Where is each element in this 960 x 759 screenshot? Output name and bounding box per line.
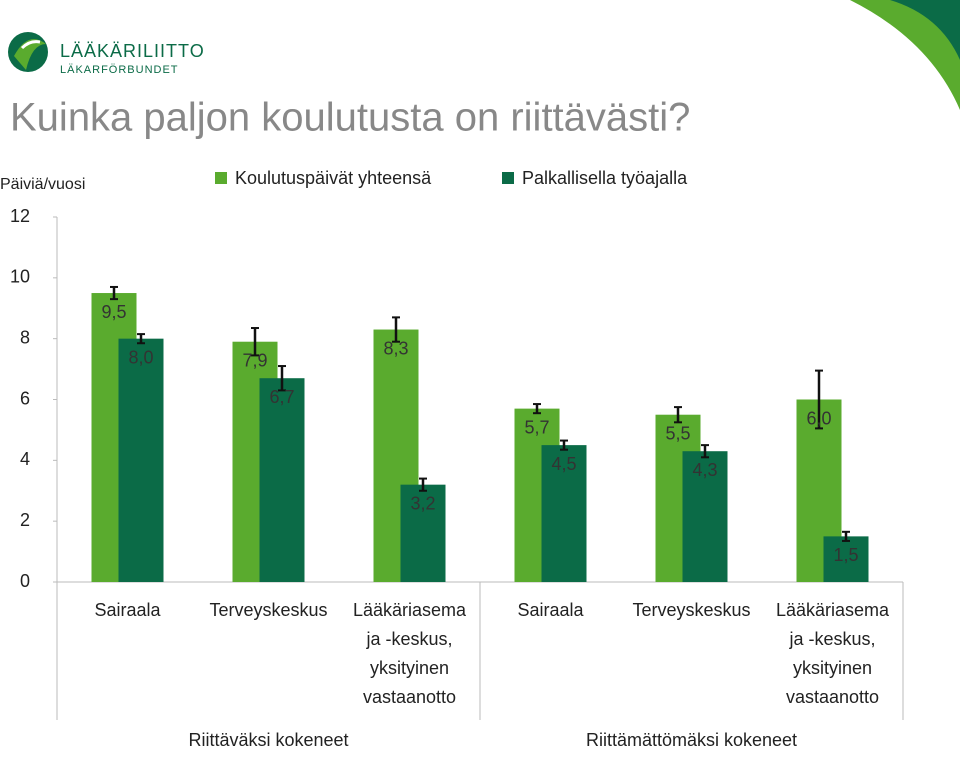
data-label: 8,3 [383, 338, 408, 358]
data-label: 9,5 [101, 302, 126, 322]
error-bar [674, 406, 682, 424]
x-tick-label: Lääkäriasema [353, 600, 467, 620]
legend-label: Koulutuspäivät yhteensä [235, 168, 432, 188]
x-tick-label: Terveyskeskus [632, 600, 750, 620]
corner-decoration [890, 0, 960, 60]
y-tick-label: 10 [10, 267, 30, 287]
data-label: 6,7 [269, 387, 294, 407]
data-label: 7,9 [242, 350, 267, 370]
data-label: 5,7 [524, 417, 549, 437]
y-tick-label: 2 [20, 510, 30, 530]
error-bar [110, 285, 118, 301]
bar [823, 536, 869, 582]
error-bar [842, 530, 850, 542]
error-bar [815, 369, 823, 430]
bar [259, 378, 305, 582]
legend-swatch [502, 172, 514, 184]
x-tick-label: ja -keskus, [788, 629, 875, 649]
group-label: Riittämättömäksi kokeneet [586, 730, 797, 750]
error-bar [137, 333, 145, 345]
error-bar [560, 439, 568, 451]
data-label: 4,3 [692, 460, 717, 480]
x-tick-label: Lääkäriasema [776, 600, 890, 620]
bar [400, 484, 446, 582]
error-bar [392, 316, 400, 343]
error-bar [701, 444, 709, 459]
data-label: 4,5 [551, 454, 576, 474]
data-label: 1,5 [833, 545, 858, 565]
x-tick-label: vastaanotto [363, 687, 456, 707]
bar [541, 445, 587, 582]
error-bar [533, 403, 541, 415]
bar [118, 338, 164, 582]
legend-label: Palkallisella työajalla [522, 168, 688, 188]
error-bar [278, 365, 286, 392]
y-tick-label: 0 [20, 571, 30, 591]
x-tick-label: yksityinen [370, 658, 449, 678]
data-label: 8,0 [128, 347, 153, 367]
error-bar [419, 477, 427, 492]
chart-title: Kuinka paljon koulutusta on riittävästi? [10, 96, 690, 140]
logo [8, 32, 48, 72]
legend-swatch [215, 172, 227, 184]
x-tick-label: Sairaala [517, 600, 584, 620]
y-tick-label: 6 [20, 388, 30, 408]
data-label: 3,2 [410, 493, 435, 513]
brand: LÄÄKÄRILIITTO [60, 41, 205, 61]
y-axis-label: Päiviä/vuosi [0, 176, 85, 193]
error-bar [251, 327, 259, 357]
y-tick-label: 12 [10, 206, 30, 226]
corner-decoration [850, 0, 960, 110]
data-label: 5,5 [665, 423, 690, 443]
bar [682, 451, 728, 582]
y-tick-label: 4 [20, 449, 30, 469]
x-tick-label: yksityinen [793, 658, 872, 678]
x-tick-label: Sairaala [94, 600, 161, 620]
x-tick-label: Terveyskeskus [209, 600, 327, 620]
x-tick-label: ja -keskus, [365, 629, 452, 649]
y-tick-label: 8 [20, 327, 30, 347]
data-label: 6,0 [806, 408, 831, 428]
brand-sub: LÄKARFÖRBUNDET [60, 64, 179, 76]
x-tick-label: vastaanotto [786, 687, 879, 707]
group-label: Riittäväksi kokeneet [188, 730, 348, 750]
